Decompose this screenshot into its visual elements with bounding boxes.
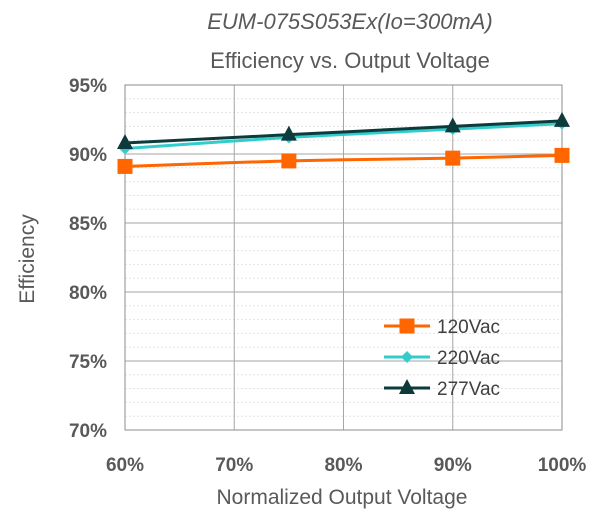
series-line-277vac xyxy=(124,119,563,145)
x-tick-label: 100% xyxy=(538,455,587,476)
y-tick-label: 75% xyxy=(69,352,107,373)
data-point-120vac xyxy=(117,158,133,174)
series-line-220vac xyxy=(124,122,563,150)
y-axis-title: Efficiency xyxy=(16,214,39,304)
x-axis-ticks: 60% 70% 80% 90% 100% xyxy=(106,455,586,476)
x-tick-label: 70% xyxy=(215,455,253,476)
series-line-120vac xyxy=(124,153,563,168)
data-point-277vac xyxy=(117,133,133,149)
data-point-120vac xyxy=(281,153,297,169)
legend-label-120vac: 120Vac xyxy=(437,317,500,338)
legend-label-220vac: 220Vac xyxy=(437,348,500,369)
legend-marker-220vac xyxy=(401,351,413,363)
y-tick-label: 80% xyxy=(69,283,107,304)
data-point-277vac xyxy=(554,111,570,127)
x-tick-label: 60% xyxy=(106,455,144,476)
x-axis-title: Normalized Output Voltage xyxy=(217,486,468,509)
data-point-120vac xyxy=(445,150,461,166)
y-tick-label: 85% xyxy=(69,214,107,235)
legend-marker-277vac xyxy=(399,379,415,394)
legend-marker-120vac xyxy=(399,318,415,334)
y-tick-label: 90% xyxy=(69,145,107,166)
y-axis-ticks: 70% 75% 80% 85% 90% 95% xyxy=(69,76,107,442)
legend: 120Vac 220Vac 277Vac xyxy=(384,317,500,400)
data-point-277vac xyxy=(280,125,297,141)
data-point-277vac xyxy=(444,117,461,133)
legend-label-277vac: 277Vac xyxy=(437,379,500,400)
x-tick-label: 80% xyxy=(324,455,362,476)
plot-area xyxy=(124,84,563,431)
chart-title: Efficiency vs. Output Voltage xyxy=(210,48,490,73)
grid xyxy=(125,85,562,430)
series-group xyxy=(117,111,570,174)
x-tick-label: 90% xyxy=(434,455,472,476)
y-tick-label: 70% xyxy=(69,421,107,442)
chart-subtitle: EUM-075S053Ex(Io=300mA) xyxy=(207,9,493,34)
data-point-120vac xyxy=(554,147,570,163)
y-tick-label: 95% xyxy=(69,76,107,97)
